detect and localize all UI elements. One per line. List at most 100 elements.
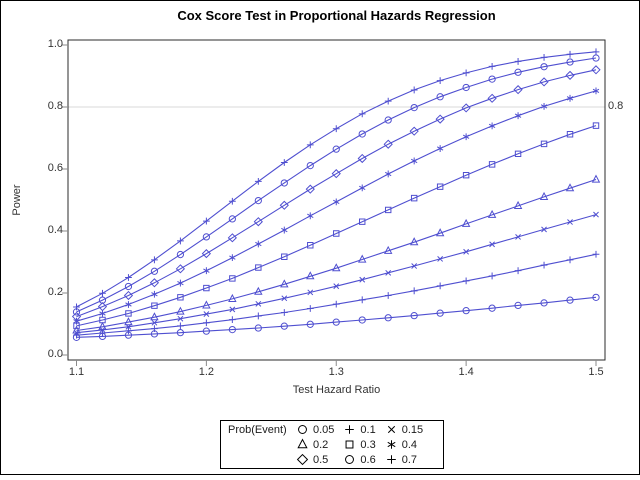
square-marker-icon	[359, 218, 366, 225]
circle-marker-icon	[410, 103, 418, 112]
x-marker-icon	[229, 306, 236, 313]
legend-entry-0.1: 0.1	[343, 422, 376, 437]
plus-icon	[345, 425, 355, 434]
triangle-marker-icon	[254, 286, 263, 295]
square-marker-icon	[151, 302, 158, 309]
diamond-marker-icon	[409, 126, 419, 136]
x-marker-icon	[177, 315, 184, 322]
series-0.2	[72, 174, 601, 334]
series-line	[76, 69, 597, 318]
x-marker-icon	[437, 255, 444, 262]
diamond-marker-icon	[487, 93, 497, 103]
star-marker-icon	[514, 112, 522, 120]
diamond-marker-icon	[435, 114, 445, 124]
circle-marker-icon	[280, 179, 288, 187]
x-marker-icon	[307, 289, 314, 296]
circle-marker-icon	[176, 250, 185, 259]
star-marker-icon	[229, 254, 236, 262]
triangle-marker-icon	[591, 174, 601, 183]
x-marker-icon	[411, 263, 418, 269]
circle-marker-icon	[306, 320, 314, 328]
star-marker-icon	[255, 240, 262, 248]
circle-marker-icon	[540, 63, 548, 71]
legend-entry-label: 0.1	[360, 423, 376, 436]
x-marker-icon	[333, 283, 340, 290]
circle-marker-icon	[462, 83, 470, 92]
plus-marker-icon	[306, 141, 314, 149]
diamond-marker-icon	[175, 264, 186, 274]
plus-marker-icon	[592, 48, 600, 56]
circle-marker-icon	[306, 161, 314, 170]
circle-marker-icon	[410, 312, 418, 320]
star-marker-icon	[333, 198, 340, 206]
legend-entry-0.05: 0.05	[296, 422, 334, 437]
plus-marker-icon	[384, 97, 392, 105]
square-marker-icon	[566, 131, 574, 138]
plus-marker-icon	[177, 322, 184, 330]
diamond-marker-icon	[357, 153, 367, 164]
triangle-marker-icon	[124, 317, 133, 326]
diamond-marker-icon	[591, 65, 601, 75]
star-marker-icon	[592, 87, 600, 95]
star-marker-icon	[151, 290, 158, 298]
x-marker-icon	[515, 233, 521, 240]
plus-marker-icon	[125, 327, 132, 335]
circle-marker-icon	[124, 282, 133, 291]
star-marker-icon	[488, 122, 496, 130]
star-marker-icon	[540, 102, 548, 110]
series-0.4	[73, 87, 600, 325]
x-marker-icon	[387, 425, 395, 434]
series-line	[76, 178, 597, 332]
circle-marker-icon	[514, 68, 522, 76]
x-marker-icon	[541, 226, 547, 233]
star-marker-icon	[436, 145, 444, 152]
refline-label: 0.8	[608, 100, 624, 112]
square-marker-icon	[410, 194, 418, 202]
plus-marker-icon	[358, 296, 366, 304]
y-tick-label: 1.0	[47, 38, 63, 50]
square-marker-icon	[99, 316, 106, 324]
triangle-marker-icon	[513, 200, 523, 209]
circle-marker-icon	[488, 75, 496, 83]
square-marker-icon	[307, 242, 314, 249]
circle-marker-icon	[436, 309, 444, 317]
star-marker-icon	[307, 212, 314, 220]
triangle-marker-icon	[332, 263, 341, 272]
series-0.1	[73, 250, 600, 339]
legend-entry-0.2: 0.2	[296, 437, 334, 452]
diamond-marker-icon	[383, 139, 393, 149]
star-marker-icon	[462, 133, 470, 141]
plus-marker-icon	[436, 77, 444, 85]
y-axis-label: Power	[11, 184, 23, 216]
circle-marker-icon	[566, 296, 574, 304]
circle-marker-icon	[228, 325, 236, 334]
diamond-marker-icon	[461, 103, 471, 113]
plus-marker-icon	[151, 256, 158, 264]
legend-entry-0.15: 0.15	[385, 422, 423, 437]
square-marker-icon	[436, 183, 444, 190]
circle-marker-icon	[280, 322, 288, 330]
triangle-marker-icon	[297, 438, 308, 449]
plus-marker-icon	[332, 300, 340, 308]
circle-marker-icon	[514, 301, 522, 310]
plus-marker-icon	[540, 261, 548, 269]
triangle-marker-icon	[150, 312, 159, 321]
circle-marker-icon	[436, 93, 444, 101]
legend-entry-label: 0.7	[401, 453, 418, 466]
square-marker-icon	[73, 322, 80, 330]
x-marker-icon	[151, 319, 158, 326]
plus-marker-icon	[99, 289, 106, 297]
x-marker-icon	[463, 248, 470, 255]
square-marker-icon	[255, 264, 262, 271]
circle-marker-icon	[254, 324, 262, 332]
diamond-icon	[296, 453, 309, 466]
star-marker-icon	[387, 440, 396, 449]
circle-marker-icon	[488, 304, 496, 312]
legend-entry-0.3: 0.3	[343, 437, 376, 452]
square-marker-icon	[540, 140, 548, 148]
circle-marker-icon	[462, 307, 470, 315]
x-marker-icon	[255, 300, 262, 307]
triangle-marker-icon	[461, 218, 471, 227]
square-marker-icon	[333, 230, 340, 237]
